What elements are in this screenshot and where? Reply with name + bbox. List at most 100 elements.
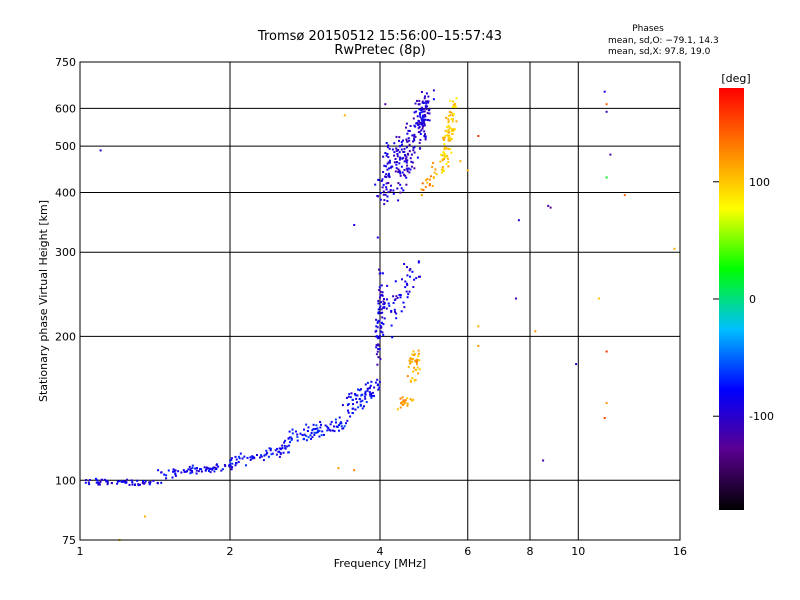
data-point <box>378 320 381 323</box>
data-point <box>363 405 365 408</box>
data-point <box>376 326 379 329</box>
data-point <box>287 451 290 454</box>
data-point <box>278 455 281 458</box>
data-point <box>405 167 408 170</box>
data-point <box>404 157 407 160</box>
data-point <box>371 391 374 394</box>
data-point <box>88 479 91 481</box>
data-point <box>448 136 451 139</box>
data-point <box>245 464 247 467</box>
data-point <box>392 192 395 195</box>
data-point <box>381 178 384 181</box>
chart-title: Tromsø 20150512 15:56:00–15:57:43 <box>257 29 502 44</box>
data-point <box>234 464 237 467</box>
data-point <box>466 169 469 172</box>
data-point <box>405 146 408 149</box>
data-point <box>371 394 374 397</box>
data-point <box>398 145 401 148</box>
data-point <box>392 295 395 298</box>
data-point <box>477 344 480 347</box>
data-point <box>130 479 133 482</box>
data-point <box>319 426 322 429</box>
data-point <box>397 148 400 151</box>
data-point <box>418 368 421 371</box>
data-point <box>338 429 340 432</box>
data-point <box>356 394 359 397</box>
data-point <box>575 363 578 366</box>
data-point <box>406 140 409 143</box>
data-point <box>333 430 336 433</box>
data-point <box>374 183 377 186</box>
data-point <box>301 434 304 437</box>
data-point <box>379 192 382 194</box>
data-point <box>412 350 415 353</box>
data-point <box>335 421 337 424</box>
data-point <box>351 407 354 410</box>
data-point <box>406 170 409 173</box>
data-point <box>431 184 434 187</box>
data-point <box>417 124 420 126</box>
data-point <box>302 438 305 441</box>
data-point <box>165 474 168 477</box>
data-point <box>409 275 411 278</box>
data-point <box>413 137 416 140</box>
data-point <box>313 431 316 434</box>
data-point <box>376 236 379 239</box>
data-point <box>383 317 386 320</box>
data-point <box>423 135 426 138</box>
data-point <box>327 427 330 430</box>
data-point <box>452 118 454 121</box>
data-point <box>450 151 453 154</box>
data-point <box>413 139 416 142</box>
data-point <box>174 472 177 475</box>
data-point <box>386 195 389 198</box>
data-point <box>399 156 402 159</box>
data-point <box>426 100 429 103</box>
data-point <box>385 307 388 310</box>
data-point <box>398 170 401 173</box>
data-point <box>391 148 394 151</box>
data-point <box>409 380 412 383</box>
data-point <box>361 407 364 410</box>
data-point <box>406 402 409 405</box>
data-point <box>270 453 273 456</box>
data-point <box>378 306 381 309</box>
data-point <box>517 219 520 222</box>
data-point <box>427 100 430 103</box>
data-point <box>446 134 449 137</box>
data-point <box>424 138 427 141</box>
data-point <box>405 282 408 285</box>
data-point <box>419 133 422 135</box>
data-point <box>363 395 366 398</box>
data-point <box>313 434 316 436</box>
data-point <box>381 321 383 324</box>
data-point <box>423 114 425 117</box>
colorbar-tick-label: -100 <box>749 410 774 423</box>
data-point <box>318 435 321 438</box>
data-point <box>454 106 457 109</box>
data-point <box>382 193 385 196</box>
grid <box>80 62 680 540</box>
data-point <box>389 189 392 192</box>
data-point <box>88 483 91 486</box>
data-point <box>369 392 372 395</box>
data-point <box>284 447 287 450</box>
data-point <box>383 199 386 202</box>
data-point <box>326 429 329 432</box>
data-point <box>337 467 340 470</box>
data-point <box>315 431 318 434</box>
data-point <box>453 128 456 131</box>
data-point <box>605 110 608 113</box>
data-point <box>386 200 389 202</box>
data-point <box>447 165 450 168</box>
data-point <box>422 116 424 119</box>
data-point <box>408 290 411 293</box>
data-point <box>418 99 421 102</box>
data-point <box>427 101 430 104</box>
data-point <box>347 409 349 412</box>
data-point <box>348 393 351 396</box>
data-point <box>375 346 378 349</box>
data-point <box>191 469 193 472</box>
data-point <box>376 320 379 323</box>
data-point <box>305 434 308 437</box>
